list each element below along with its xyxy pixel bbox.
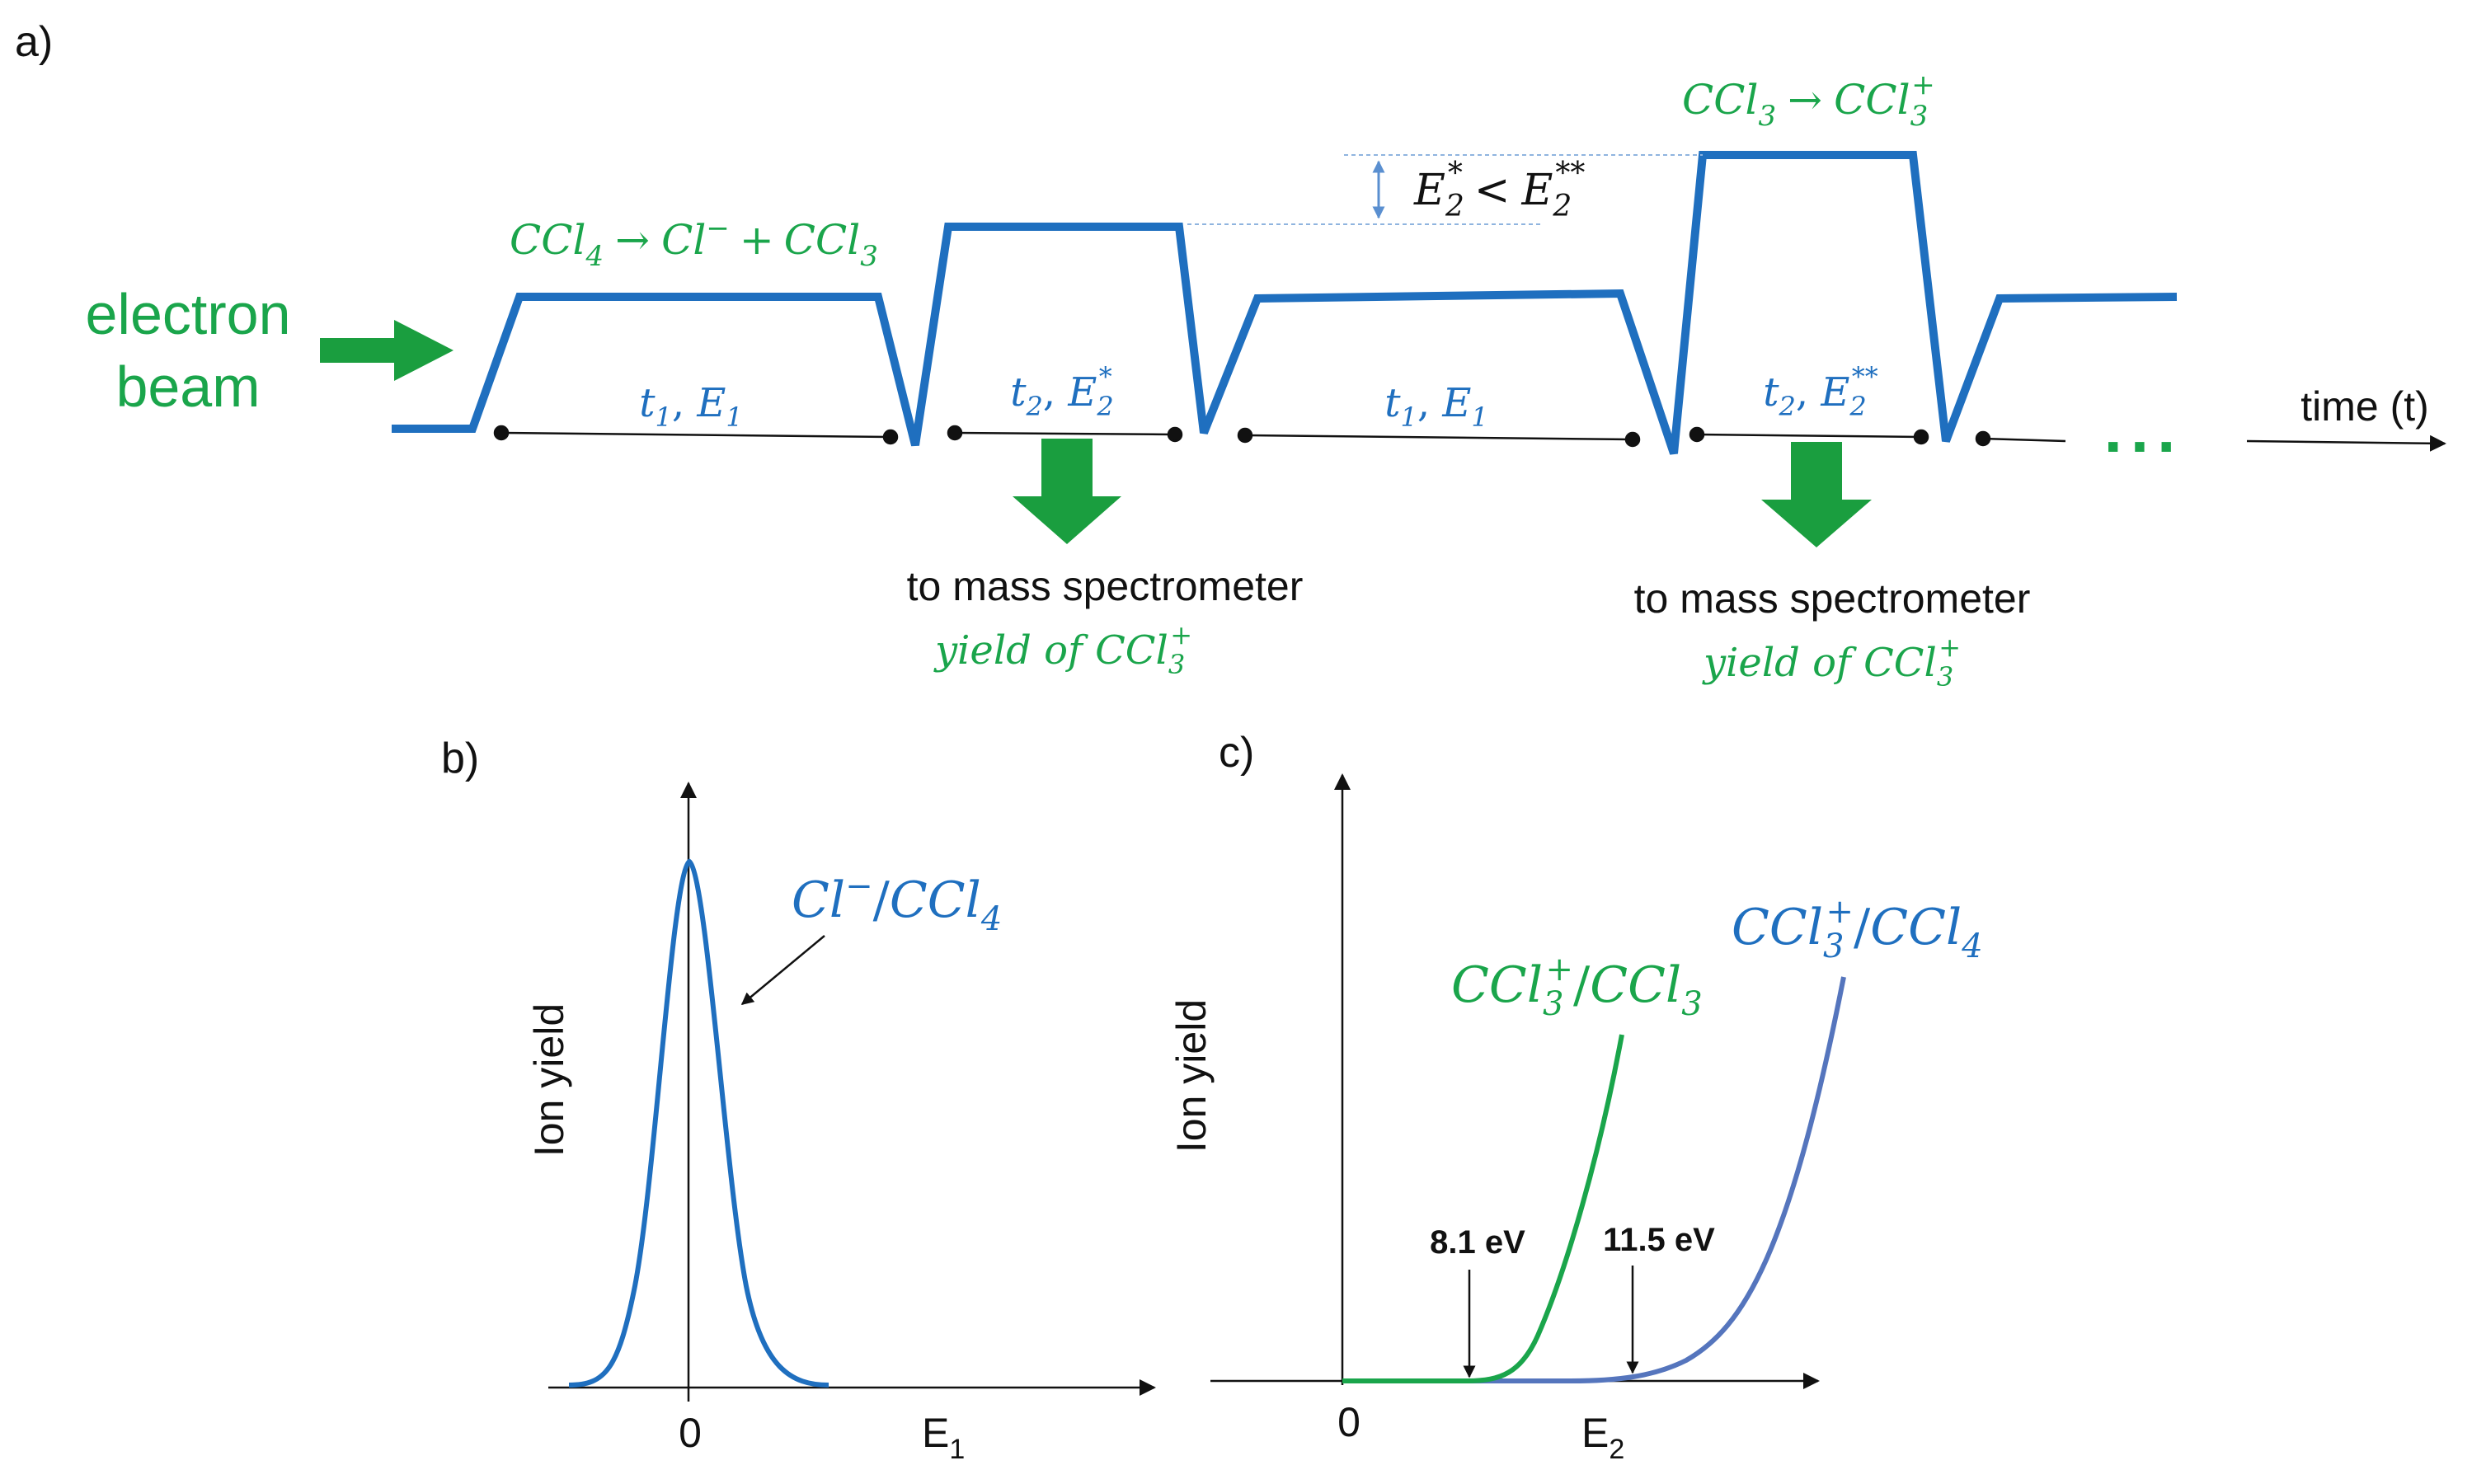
panel-b-tick-zero: 0 xyxy=(679,1410,702,1456)
panel-a-label: a) xyxy=(15,18,53,66)
pulse-waveform xyxy=(392,151,2178,455)
panel-b-ylabel: Ion yield xyxy=(526,1003,572,1157)
ccl3-plus-ccl3-label: CCl3+/CCl3 xyxy=(1451,951,1703,1023)
panel-c-label: c) xyxy=(1219,729,1254,777)
beam-label-line2: beam xyxy=(115,355,260,419)
panel-b-xlabel: E1 xyxy=(922,1410,965,1465)
segment-2-label: t2, E2* xyxy=(1010,361,1114,422)
panel-c-tick-zero: 0 xyxy=(1337,1399,1360,1445)
cl-minus-peak-curve xyxy=(568,858,829,1388)
threshold-2-label: 11.5 eV xyxy=(1603,1222,1715,1258)
beam-label-line1: electron xyxy=(85,282,290,346)
reaction-2-label: CCl3 → CCl3+ xyxy=(1682,68,1935,133)
ccl3-plus-ccl3-curve xyxy=(1342,1034,1624,1383)
output-2-text: to mass spectrometer xyxy=(1634,575,2031,622)
output-1-text: to mass spectrometer xyxy=(907,563,1304,609)
ccl3-plus-ccl4-curve xyxy=(1342,976,1846,1383)
panel-c-xlabel: E2 xyxy=(1581,1410,1624,1465)
cl-minus-curve-label: Cl−/CCl4 xyxy=(792,867,1002,938)
time-axis xyxy=(493,425,2066,448)
time-axis-label: time (t) xyxy=(2300,383,2429,430)
panel-c-ylabel: Ion yield xyxy=(1168,999,1215,1153)
threshold-1-label: 8.1 eV xyxy=(1430,1224,1525,1261)
ellipsis-label: ... xyxy=(2104,392,2184,466)
segment-3-label: t1, E1 xyxy=(1384,380,1488,433)
panel-b-label: b) xyxy=(441,735,479,782)
output-arrow-1-icon xyxy=(1013,439,1121,544)
segment-1-label: t1, E1 xyxy=(639,380,743,433)
segment-4-label: t2, E2** xyxy=(1763,361,1878,422)
output-1-yield: yield of CCl3+ xyxy=(933,619,1192,680)
output-2-yield: yield of CCl3+ xyxy=(1702,632,1961,693)
cl-minus-pointer-arrow xyxy=(740,935,825,1005)
beam-arrow-icon xyxy=(320,320,453,381)
reaction-1-label: CCl4 → Cl− + CCl3 xyxy=(510,212,878,273)
output-arrow-2-icon xyxy=(1761,442,1872,547)
time-axis-arrow xyxy=(2246,434,2446,452)
energy-compare-label: E2* < E2** xyxy=(1413,157,1585,223)
ccl3-plus-ccl4-label: CCl3+/CCl4 xyxy=(1732,893,1983,965)
